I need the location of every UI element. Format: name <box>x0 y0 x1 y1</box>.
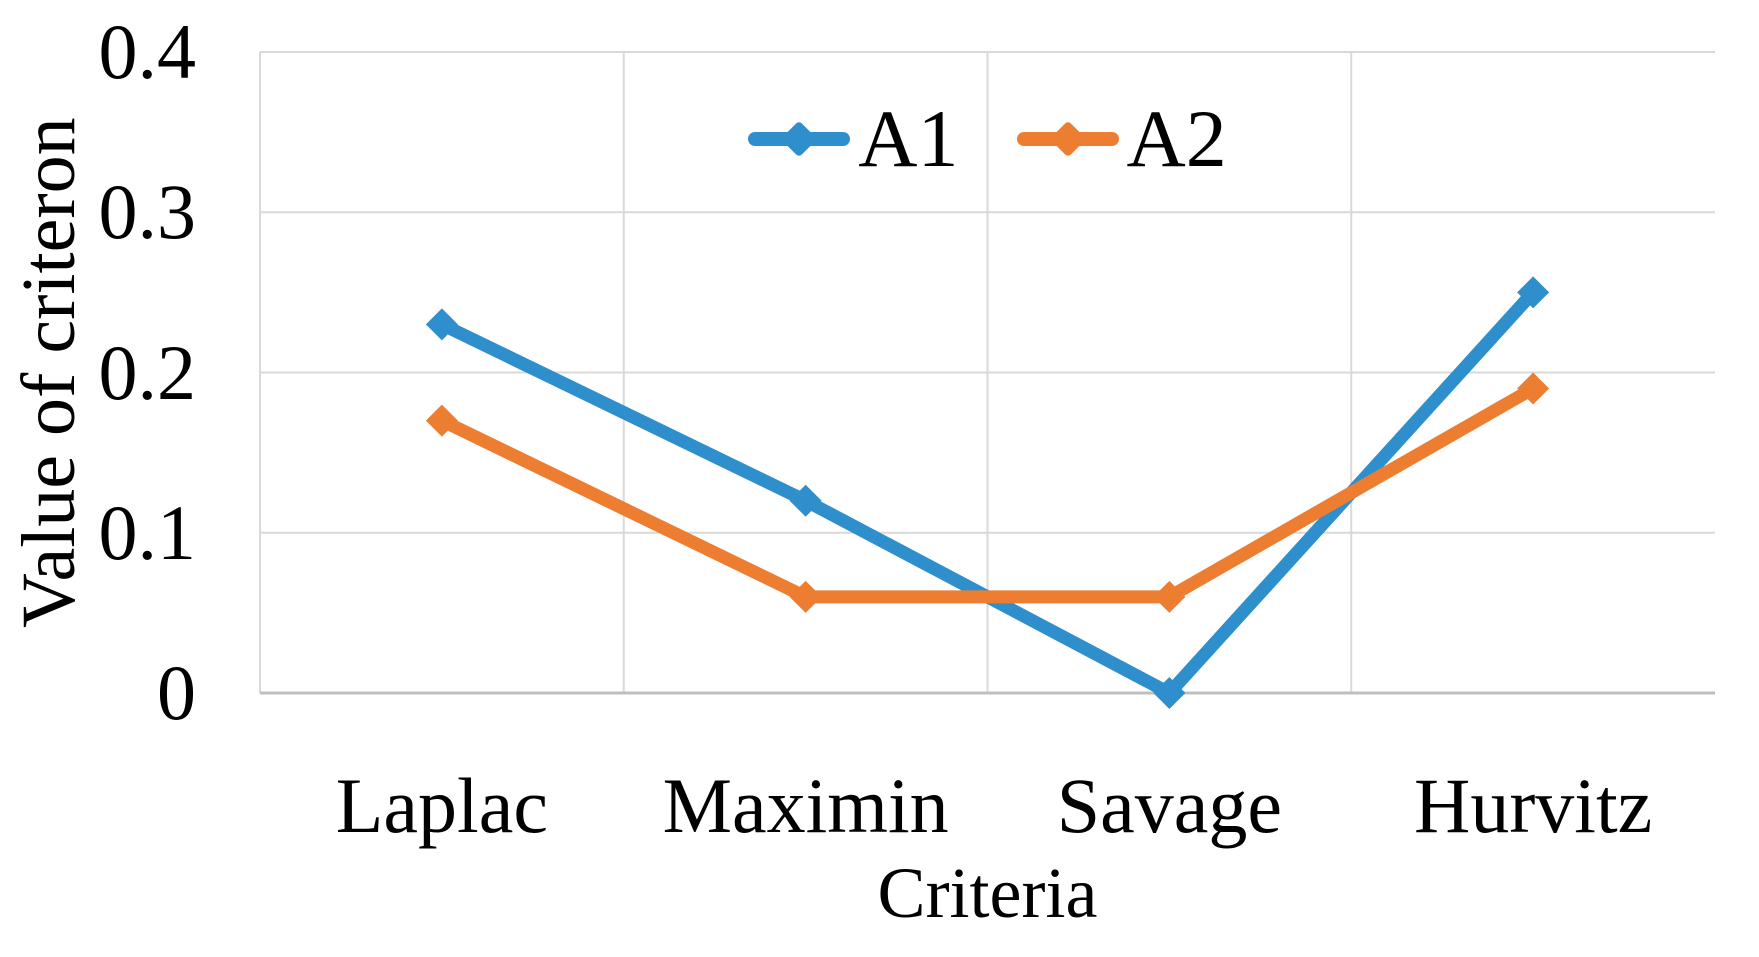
y-tick-label: 0.3 <box>98 168 197 256</box>
legend-item-a2: A2 <box>1016 92 1227 186</box>
data-point-a2-hurvitz <box>1517 372 1550 405</box>
y-tick-label: 0.2 <box>98 328 197 416</box>
legend: A1 A2 <box>260 92 1715 186</box>
legend-line-swatch <box>1016 120 1119 158</box>
x-category-label: Laplac <box>335 762 548 849</box>
data-point-a2-maximin <box>789 580 822 613</box>
series-line-a2 <box>435 382 1540 604</box>
data-point-a2-laplac <box>425 404 458 437</box>
data-point-a1-savage <box>1153 677 1186 709</box>
legend-label: A1 <box>858 93 959 184</box>
y-tick-label: 0 <box>157 649 196 736</box>
data-point-a1-laplac <box>425 308 458 341</box>
y-tick-label: 0.4 <box>98 8 197 95</box>
legend-label: A2 <box>1126 93 1227 184</box>
x-category-label: Savage <box>1056 762 1282 849</box>
legend-diamond-marker <box>1049 120 1086 158</box>
legend-line-swatch <box>748 120 851 158</box>
data-point-a1-hurvitz <box>1517 276 1550 309</box>
y-tick-label: 0.1 <box>98 488 197 576</box>
legend-item-a1: A1 <box>748 92 959 186</box>
x-category-label: Maximin <box>662 762 949 849</box>
x-axis-title: Criteria <box>877 853 1098 933</box>
data-point-a2-savage <box>1153 580 1186 613</box>
data-point-a1-maximin <box>789 484 822 517</box>
x-category-label: Hurvitz <box>1413 762 1653 849</box>
plot-area <box>259 51 1715 709</box>
legend-diamond-marker <box>780 120 818 158</box>
